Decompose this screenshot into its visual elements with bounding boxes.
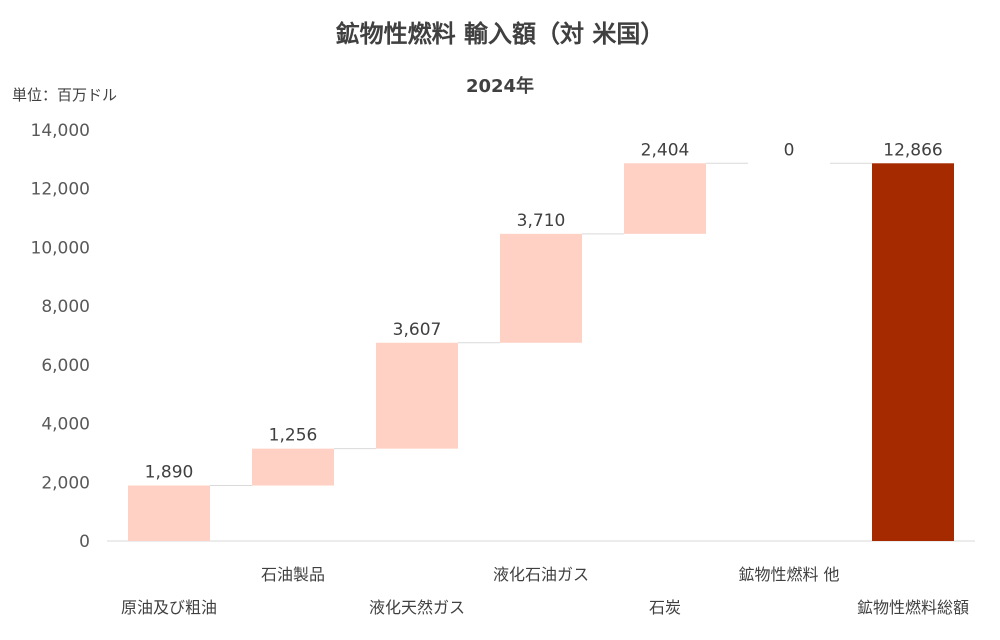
category-label: 原油及び粗油 [121, 598, 217, 617]
data-label: 3,607 [393, 320, 442, 340]
y-tick-label: 10,000 [31, 238, 90, 258]
unit-label: 単位：百万ドル [12, 86, 118, 104]
category-label: 石炭 [649, 598, 681, 617]
y-tick-label: 4,000 [41, 415, 90, 435]
y-tick-label: 0 [79, 532, 90, 552]
category-label: 鉱物性燃料総額 [857, 598, 969, 617]
category-label: 液化石油ガス [493, 565, 589, 584]
chart-title: 鉱物性燃料 輸入額（対 米国） [335, 20, 665, 48]
data-label: 12,866 [883, 140, 942, 160]
y-tick-label: 14,000 [31, 121, 90, 141]
y-tick-label: 8,000 [41, 297, 90, 317]
data-label: 1,890 [145, 463, 194, 483]
increment-bar [128, 485, 210, 541]
y-tick-label: 2,000 [41, 473, 90, 493]
increment-bar [252, 448, 334, 486]
data-label: 2,404 [641, 140, 690, 160]
increment-bar [376, 342, 458, 449]
category-label: 液化天然ガス [369, 598, 465, 617]
category-label: 石油製品 [261, 565, 325, 584]
increment-bar [500, 233, 582, 343]
chart-subtitle: 2024年 [465, 76, 535, 97]
y-tick-label: 12,000 [31, 180, 90, 200]
category-label: 鉱物性燃料 他 [738, 565, 839, 584]
data-label: 0 [784, 140, 795, 160]
data-label: 1,256 [269, 426, 318, 446]
increment-bar [624, 163, 706, 234]
data-label: 3,710 [517, 211, 566, 231]
total-bar [872, 163, 954, 541]
y-tick-label: 6,000 [41, 356, 90, 376]
